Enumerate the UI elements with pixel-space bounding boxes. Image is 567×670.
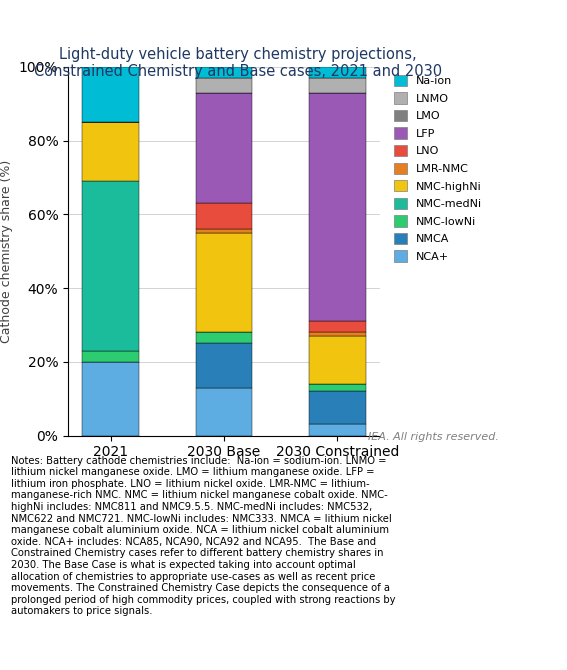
Bar	[309, 78, 366, 93]
Bar	[82, 362, 139, 436]
Bar	[196, 343, 252, 387]
Y-axis label: Cathode chemistry share (%): Cathode chemistry share (%)	[0, 159, 13, 343]
Bar	[309, 391, 366, 425]
Bar	[309, 93, 366, 322]
Bar	[309, 67, 366, 78]
Bar	[196, 233, 252, 332]
Bar	[309, 425, 366, 436]
Bar	[309, 384, 366, 391]
Bar	[196, 387, 252, 436]
Bar	[82, 67, 139, 122]
Bar	[82, 122, 139, 181]
Bar	[196, 332, 252, 343]
Text: Notes: Battery cathode chemistries include:  Na-ion = sodium-ion. LNMO =
lithium: Notes: Battery cathode chemistries inclu…	[11, 456, 396, 616]
Bar	[196, 78, 252, 93]
Text: Light-duty vehicle battery chemistry projections,
Constrained Chemistry and Base: Light-duty vehicle battery chemistry pro…	[34, 47, 442, 79]
Bar	[196, 204, 252, 229]
Bar	[309, 332, 366, 336]
Bar	[196, 67, 252, 78]
Legend: Na-ion, LNMO, LMO, LFP, LNO, LMR-NMC, NMC-highNi, NMC-medNi, NMC-lowNi, NMCA, NC: Na-ion, LNMO, LMO, LFP, LNO, LMR-NMC, NM…	[392, 72, 484, 264]
Bar	[196, 229, 252, 233]
Bar	[82, 351, 139, 362]
Bar	[82, 181, 139, 351]
Bar	[309, 336, 366, 384]
Text: IEA. All rights reserved.: IEA. All rights reserved.	[368, 432, 499, 442]
Bar	[196, 93, 252, 204]
Bar	[309, 322, 366, 332]
